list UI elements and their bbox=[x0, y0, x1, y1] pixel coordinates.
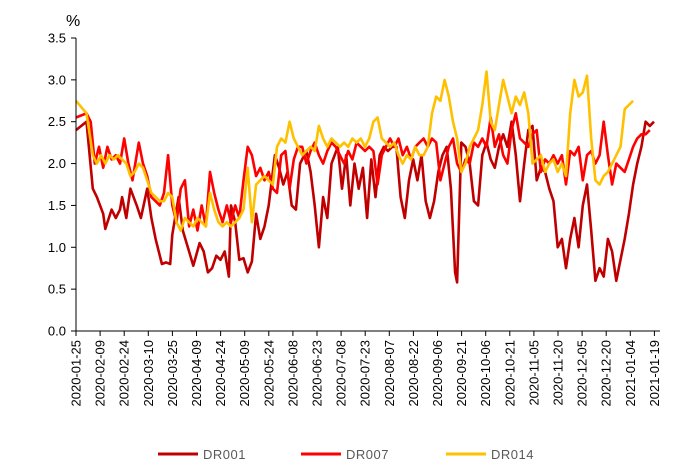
x-axis-ticks: 2020-01-25 2020-02-09 2020-02-24 2020-03-10… bbox=[69, 331, 662, 407]
x-tick-label: 2020-08-07 bbox=[382, 340, 397, 407]
x-tick-label: 2020-05-24 bbox=[261, 340, 276, 407]
x-tick-label: 2020-11-05 bbox=[526, 340, 541, 406]
x-tick-label: 2020-04-09 bbox=[189, 340, 204, 407]
x-tick-label: 2020-10-06 bbox=[478, 340, 493, 407]
x-tick-label: 2020-06-23 bbox=[310, 340, 325, 407]
x-tick-label: 2020-11-20 bbox=[551, 340, 566, 406]
x-tick-label: 2020-02-24 bbox=[117, 340, 132, 407]
series-lines bbox=[75, 70, 655, 284]
x-tick-label: 2020-12-05 bbox=[575, 340, 590, 407]
x-tick-label: 2020-10-21 bbox=[502, 340, 517, 407]
series-line-dr014 bbox=[75, 70, 635, 232]
y-tick-label: 0.0 bbox=[48, 324, 66, 339]
y-tick-label: 0.5 bbox=[48, 282, 66, 297]
x-tick-label: 2020-12-20 bbox=[599, 340, 614, 407]
y-tick-label: 2.0 bbox=[48, 156, 66, 171]
y-tick-label: 3.0 bbox=[48, 72, 66, 87]
y-tick-label: 2.5 bbox=[48, 114, 66, 129]
series-line-dr007 bbox=[75, 112, 651, 232]
legend: DR001 DR007 DR014 bbox=[158, 447, 534, 462]
x-tick-label: 2020-03-25 bbox=[165, 340, 180, 407]
y-tick-label: 1.5 bbox=[48, 198, 66, 213]
x-tick-label: 2020-01-25 bbox=[69, 340, 84, 407]
legend-label-dr014: DR014 bbox=[491, 447, 534, 462]
x-tick-label: 2020-06-08 bbox=[285, 340, 300, 407]
y-tick-label: 1.0 bbox=[48, 240, 66, 255]
y-axis-unit-label: % bbox=[66, 13, 80, 30]
x-tick-label: 2020-02-09 bbox=[93, 340, 108, 407]
x-tick-label: 2020-04-24 bbox=[213, 340, 228, 407]
x-tick-label: 2020-09-21 bbox=[454, 340, 469, 407]
y-tick-label: 3.5 bbox=[48, 31, 66, 46]
legend-label-dr007: DR007 bbox=[346, 447, 389, 462]
x-tick-label: 2020-07-08 bbox=[334, 340, 349, 407]
x-tick-label: 2020-09-06 bbox=[430, 340, 445, 407]
x-tick-label: 2021-01-04 bbox=[623, 340, 638, 407]
x-tick-label: 2021-01-19 bbox=[647, 340, 662, 407]
y-axis-ticks: 0.0 0.5 1.0 1.5 2.0 2.5 3.0 3.5 bbox=[48, 31, 76, 339]
x-tick-label: 2020-05-09 bbox=[237, 340, 252, 407]
x-tick-label: 2020-03-10 bbox=[141, 340, 156, 407]
x-tick-label: 2020-08-22 bbox=[406, 340, 421, 407]
x-tick-label: 2020-07-23 bbox=[358, 340, 373, 407]
legend-label-dr001: DR001 bbox=[203, 447, 246, 462]
